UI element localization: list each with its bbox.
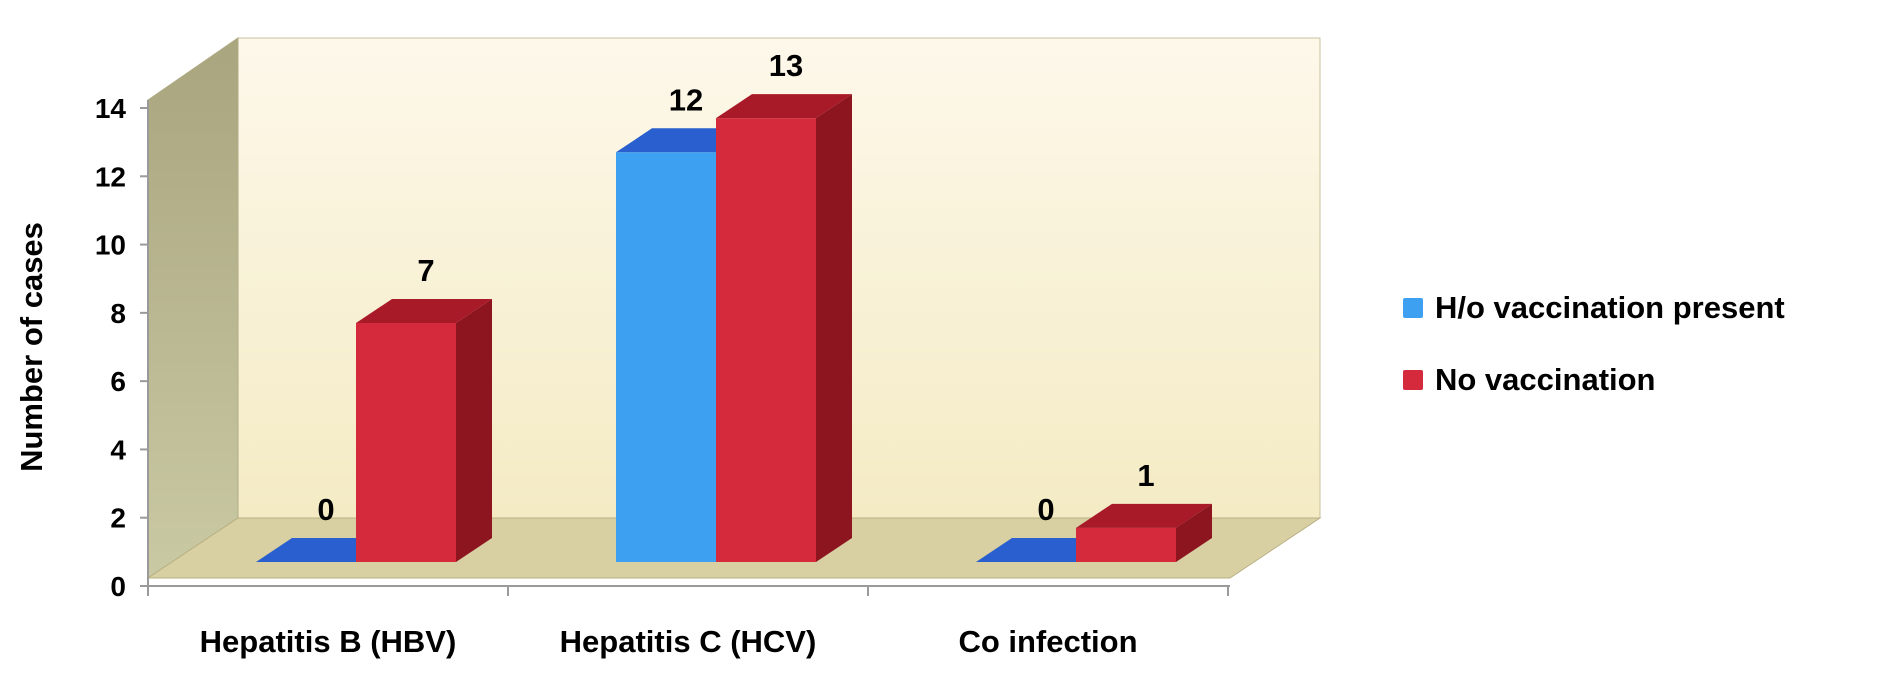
x-category-label: Hepatitis C (HCV) xyxy=(560,624,817,659)
data-label: 13 xyxy=(769,48,803,83)
y-tick-label: 4 xyxy=(110,434,126,465)
bar-no-vaccination xyxy=(356,299,492,562)
data-label: 0 xyxy=(1037,492,1054,527)
y-tick-label: 8 xyxy=(110,298,126,329)
y-tick-label: 14 xyxy=(95,93,127,124)
legend-item-vaccinated: H/o vaccination present xyxy=(1403,290,1785,326)
bar-top xyxy=(716,94,852,119)
bar-no-vaccination xyxy=(716,94,852,563)
chart-side-wall xyxy=(147,37,239,579)
data-label: 7 xyxy=(417,253,434,288)
legend: H/o vaccination present No vaccination xyxy=(1403,290,1785,434)
legend-item-no-vaccination: No vaccination xyxy=(1403,362,1785,398)
bar-front xyxy=(356,323,456,562)
bar-top xyxy=(1076,503,1212,528)
legend-swatch-no-vaccination xyxy=(1403,370,1423,390)
legend-label-no-vaccination: No vaccination xyxy=(1435,362,1656,397)
y-axis-title: Number of cases xyxy=(14,222,49,472)
y-tick-label: 10 xyxy=(95,230,126,261)
data-label: 1 xyxy=(1137,458,1154,493)
bar-front xyxy=(1076,527,1176,562)
legend-label-vaccinated: H/o vaccination present xyxy=(1435,290,1785,325)
bar-front xyxy=(716,118,816,563)
bar-front xyxy=(616,152,716,563)
x-category-label: Co infection xyxy=(958,624,1137,659)
bar-side xyxy=(456,299,492,562)
y-tick-label: 0 xyxy=(110,571,126,602)
y-tick-label: 12 xyxy=(95,161,126,192)
data-label: 12 xyxy=(669,82,703,117)
legend-swatch-vaccinated xyxy=(1403,298,1423,318)
bar-side xyxy=(1176,503,1212,562)
bar-no-vaccination xyxy=(1076,503,1212,562)
data-label: 0 xyxy=(317,492,334,527)
y-tick-label: 6 xyxy=(110,366,126,397)
x-category-label: Hepatitis B (HBV) xyxy=(200,624,457,659)
bar-top xyxy=(356,299,492,323)
bar-side xyxy=(816,94,852,563)
y-tick-label: 2 xyxy=(110,503,126,534)
